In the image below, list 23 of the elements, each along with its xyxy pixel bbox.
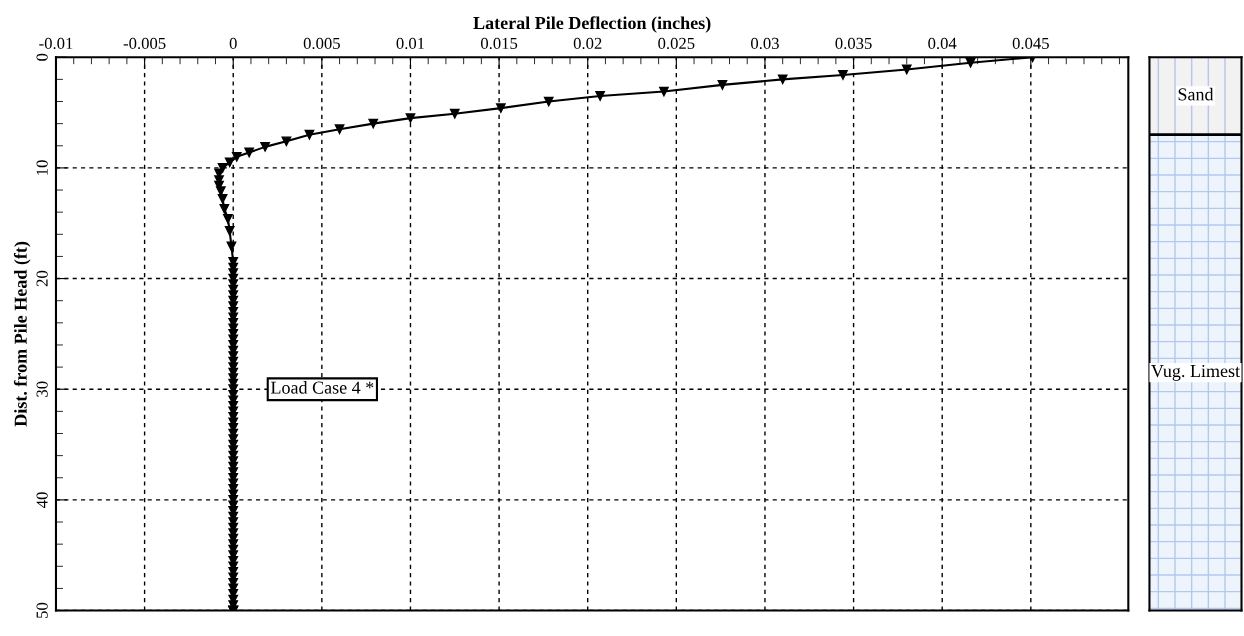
y-tick-label: 10 (36, 160, 48, 175)
y-tick-label: 20 (36, 270, 48, 287)
y-tick-label: 30 (36, 381, 48, 397)
y-tick-label: 50 (36, 602, 48, 618)
x-tick-label: 0.01 (396, 37, 425, 50)
y-tick-label: 0 (36, 53, 48, 61)
x-tick-label: -0.005 (123, 37, 166, 50)
series-label: Vug. Limest (1151, 364, 1240, 381)
x-tick-label: 0.04 (928, 37, 957, 50)
x-tick-label: 0.03 (751, 37, 779, 50)
y-tick-label: 40 (36, 492, 48, 508)
x-tick-label: 0.035 (835, 37, 872, 50)
x-tick-label: 0.045 (1012, 37, 1049, 50)
annotation: Load Case 4 * (270, 381, 374, 394)
x-tick-label: -0.01 (39, 37, 73, 50)
x-tick-label: 0.005 (303, 37, 340, 50)
x-axis-title: Lateral Pile Deflection (inches) (473, 16, 711, 33)
series-label: Sand (1178, 87, 1214, 101)
x-tick-label: 0.015 (480, 37, 518, 50)
x-tick-label: 0.02 (573, 37, 602, 50)
x-tick-label: 0.025 (658, 37, 695, 50)
y-axis-title: Dist. from Pile Head (ft) (13, 241, 31, 427)
x-tick-label: 0 (229, 37, 237, 49)
